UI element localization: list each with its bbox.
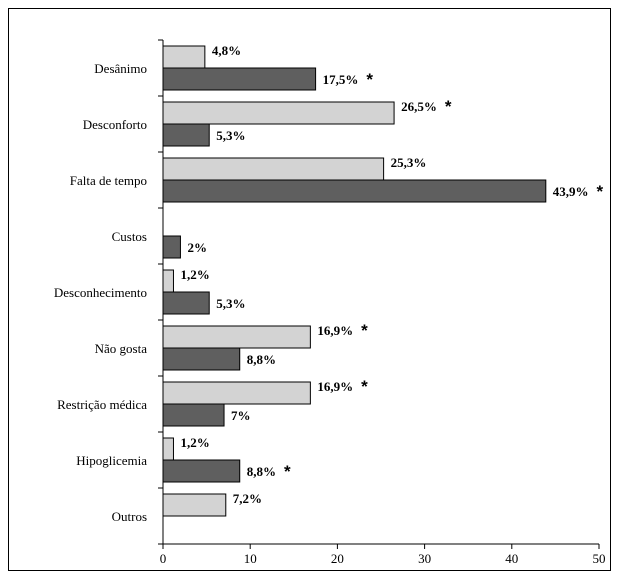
data-label: 17,5% bbox=[323, 72, 359, 87]
category-label: Não gosta bbox=[95, 341, 148, 356]
bar bbox=[162, 347, 241, 371]
category-label: Outros bbox=[112, 509, 147, 524]
data-label: 1,2% bbox=[180, 435, 209, 450]
significance-marker: * bbox=[366, 70, 373, 89]
significance-marker: * bbox=[597, 182, 604, 201]
bar bbox=[162, 381, 311, 405]
x-tick-label: 0 bbox=[160, 551, 167, 566]
significance-marker: * bbox=[361, 377, 368, 396]
category-label: Desconforto bbox=[83, 117, 147, 132]
category-label: Desânimo bbox=[94, 61, 147, 76]
bar bbox=[162, 101, 395, 125]
bar bbox=[162, 269, 174, 293]
data-label: 7% bbox=[231, 408, 251, 423]
bar bbox=[162, 157, 385, 181]
data-label: 16,9% bbox=[317, 379, 353, 394]
category-label: Custos bbox=[112, 229, 147, 244]
data-label: 25,3% bbox=[391, 155, 427, 170]
data-label: 8,8% bbox=[247, 464, 276, 479]
data-label: 26,5% bbox=[401, 99, 437, 114]
bar bbox=[162, 45, 206, 69]
category-label: Restrição médica bbox=[57, 397, 147, 412]
x-tick-label: 20 bbox=[331, 551, 344, 566]
x-tick-label: 40 bbox=[505, 551, 518, 566]
bar bbox=[162, 235, 181, 259]
significance-marker: * bbox=[445, 97, 452, 116]
x-tick-label: 50 bbox=[593, 551, 606, 566]
bar bbox=[162, 291, 210, 315]
data-label: 7,2% bbox=[233, 491, 262, 506]
data-label: 5,3% bbox=[216, 128, 245, 143]
bar bbox=[162, 403, 225, 427]
bar bbox=[162, 179, 547, 203]
significance-marker: * bbox=[284, 462, 291, 481]
x-tick-label: 10 bbox=[244, 551, 257, 566]
data-label: 1,2% bbox=[180, 267, 209, 282]
bar bbox=[162, 123, 210, 147]
data-label: 5,3% bbox=[216, 296, 245, 311]
bar bbox=[162, 459, 241, 483]
significance-marker: * bbox=[361, 321, 368, 340]
data-label: 2% bbox=[187, 240, 207, 255]
bar bbox=[162, 437, 174, 461]
bar bbox=[162, 325, 311, 349]
data-label: 8,8% bbox=[247, 352, 276, 367]
category-label: Desconhecimento bbox=[54, 285, 147, 300]
data-label: 43,9% bbox=[553, 184, 589, 199]
data-label: 16,9% bbox=[317, 323, 353, 338]
category-label: Falta de tempo bbox=[70, 173, 147, 188]
data-label: 4,8% bbox=[212, 43, 241, 58]
bar bbox=[162, 67, 317, 91]
x-tick-label: 30 bbox=[418, 551, 431, 566]
category-label: Hipoglicemia bbox=[76, 453, 147, 468]
bar bbox=[162, 493, 227, 517]
